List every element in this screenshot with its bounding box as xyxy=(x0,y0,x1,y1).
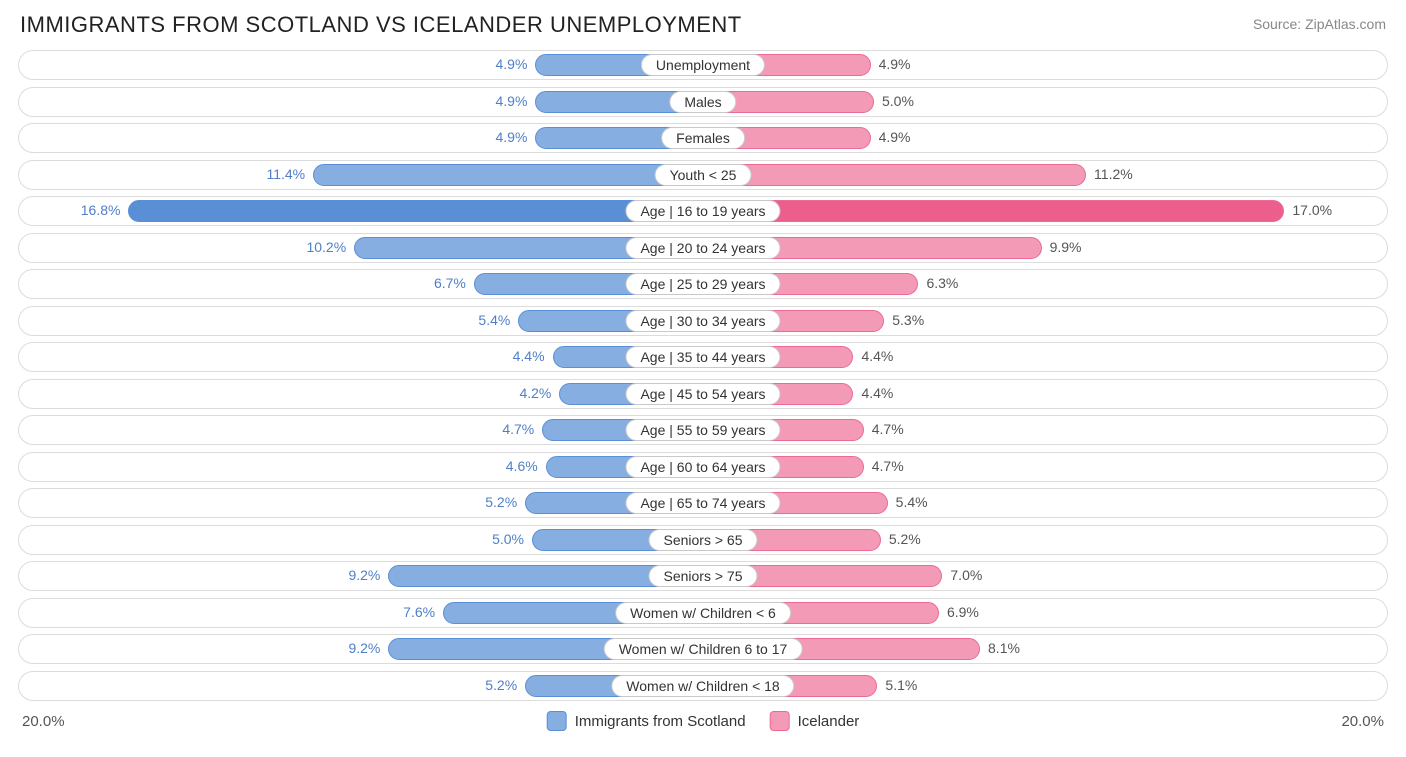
bar-icelander xyxy=(703,200,1284,222)
value-scotland: 10.2% xyxy=(306,239,346,255)
value-scotland: 5.2% xyxy=(485,494,517,510)
value-scotland: 5.2% xyxy=(485,677,517,693)
chart-row: 4.2% 4.4% Age | 45 to 54 years xyxy=(18,379,1388,409)
value-scotland: 4.9% xyxy=(496,56,528,72)
value-scotland: 9.2% xyxy=(348,640,380,656)
category-label: Females xyxy=(661,127,745,149)
value-icelander: 8.1% xyxy=(988,640,1020,656)
category-label: Unemployment xyxy=(641,54,765,76)
value-scotland: 7.6% xyxy=(403,604,435,620)
category-label: Women w/ Children 6 to 17 xyxy=(604,638,803,660)
category-label: Age | 35 to 44 years xyxy=(625,346,780,368)
value-icelander: 4.9% xyxy=(879,129,911,145)
category-label: Age | 20 to 24 years xyxy=(625,237,780,259)
chart-row: 4.6% 4.7% Age | 60 to 64 years xyxy=(18,452,1388,482)
value-scotland: 11.4% xyxy=(266,166,305,182)
legend-swatch-scotland xyxy=(547,711,567,731)
value-icelander: 4.7% xyxy=(872,421,904,437)
value-scotland: 9.2% xyxy=(348,567,380,583)
chart-row: 4.4% 4.4% Age | 35 to 44 years xyxy=(18,342,1388,372)
chart-row: 16.8% 17.0% Age | 16 to 19 years xyxy=(18,196,1388,226)
value-icelander: 4.4% xyxy=(861,385,893,401)
category-label: Age | 65 to 74 years xyxy=(625,492,780,514)
diverging-bar-chart: 4.9%4.9%Unemployment4.9%5.0%Males4.9%4.9… xyxy=(18,50,1388,701)
legend-label-icelander: Icelander xyxy=(798,713,860,730)
category-label: Youth < 25 xyxy=(655,164,752,186)
value-icelander: 17.0% xyxy=(1292,202,1332,218)
category-label: Seniors > 65 xyxy=(649,529,758,551)
category-label: Seniors > 75 xyxy=(649,565,758,587)
chart-row: 4.9% 4.9% Females xyxy=(18,123,1388,153)
source-label: Source: ZipAtlas.com xyxy=(1253,16,1386,32)
value-icelander: 5.2% xyxy=(889,531,921,547)
value-scotland: 4.6% xyxy=(506,458,538,474)
value-scotland: 5.0% xyxy=(492,531,524,547)
chart-row: 5.2% 5.1% Women w/ Children < 18 xyxy=(18,671,1388,701)
category-label: Age | 25 to 29 years xyxy=(625,273,780,295)
value-icelander: 4.9% xyxy=(879,56,911,72)
value-scotland: 4.7% xyxy=(502,421,534,437)
value-icelander: 11.2% xyxy=(1094,166,1133,182)
chart-container: IMMIGRANTS FROM SCOTLAND VS ICELANDER UN… xyxy=(0,0,1406,757)
bar-icelander xyxy=(703,164,1086,186)
legend-swatch-icelander xyxy=(770,711,790,731)
value-icelander: 5.4% xyxy=(896,494,928,510)
value-scotland: 4.4% xyxy=(513,348,545,364)
value-icelander: 6.9% xyxy=(947,604,979,620)
value-scotland: 4.9% xyxy=(496,129,528,145)
category-label: Age | 45 to 54 years xyxy=(625,383,780,405)
chart-row: 9.2% 8.1% Women w/ Children 6 to 17 xyxy=(18,634,1388,664)
value-scotland: 4.2% xyxy=(519,385,551,401)
axis-legend-row: 20.0% Immigrants from Scotland Icelander… xyxy=(18,707,1388,741)
category-label: Women w/ Children < 18 xyxy=(611,675,794,697)
chart-row: 7.6% 6.9% Women w/ Children < 6 xyxy=(18,598,1388,628)
value-icelander: 5.3% xyxy=(892,312,924,328)
category-label: Age | 16 to 19 years xyxy=(625,200,780,222)
legend-item-scotland: Immigrants from Scotland xyxy=(547,711,746,731)
value-scotland: 5.4% xyxy=(478,312,510,328)
chart-row: 4.9% 4.9% Unemployment xyxy=(18,50,1388,80)
value-icelander: 4.7% xyxy=(872,458,904,474)
category-label: Age | 30 to 34 years xyxy=(625,310,780,332)
legend-item-icelander: Icelander xyxy=(770,711,860,731)
category-label: Males xyxy=(669,91,736,113)
bar-scotland xyxy=(313,164,703,186)
category-label: Women w/ Children < 6 xyxy=(615,602,791,624)
value-scotland: 6.7% xyxy=(434,275,466,291)
legend: Immigrants from Scotland Icelander xyxy=(547,711,860,731)
value-scotland: 4.9% xyxy=(496,93,528,109)
value-icelander: 4.4% xyxy=(861,348,893,364)
category-label: Age | 60 to 64 years xyxy=(625,456,780,478)
chart-row: 5.0% 5.2% Seniors > 65 xyxy=(18,525,1388,555)
chart-row: 9.2% 7.0% Seniors > 75 xyxy=(18,561,1388,591)
chart-row: 10.2% 9.9% Age | 20 to 24 years xyxy=(18,233,1388,263)
category-label: Age | 55 to 59 years xyxy=(625,419,780,441)
value-icelander: 9.9% xyxy=(1050,239,1082,255)
chart-row: 4.7% 4.7% Age | 55 to 59 years xyxy=(18,415,1388,445)
value-icelander: 5.0% xyxy=(882,93,914,109)
axis-max-left: 20.0% xyxy=(22,713,65,730)
legend-label-scotland: Immigrants from Scotland xyxy=(575,713,746,730)
value-scotland: 16.8% xyxy=(81,202,121,218)
chart-row: 4.9% 5.0% Males xyxy=(18,87,1388,117)
value-icelander: 5.1% xyxy=(885,677,917,693)
chart-row: 5.4% 5.3% Age | 30 to 34 years xyxy=(18,306,1388,336)
chart-row: 11.4% 11.2% Youth < 25 xyxy=(18,160,1388,190)
value-icelander: 6.3% xyxy=(926,275,958,291)
chart-row: 6.7% 6.3% Age | 25 to 29 years xyxy=(18,269,1388,299)
chart-row: 5.2% 5.4% Age | 65 to 74 years xyxy=(18,488,1388,518)
chart-title: IMMIGRANTS FROM SCOTLAND VS ICELANDER UN… xyxy=(20,12,742,38)
bar-scotland xyxy=(128,200,703,222)
header: IMMIGRANTS FROM SCOTLAND VS ICELANDER UN… xyxy=(18,12,1388,38)
value-icelander: 7.0% xyxy=(950,567,982,583)
axis-max-right: 20.0% xyxy=(1341,713,1384,730)
